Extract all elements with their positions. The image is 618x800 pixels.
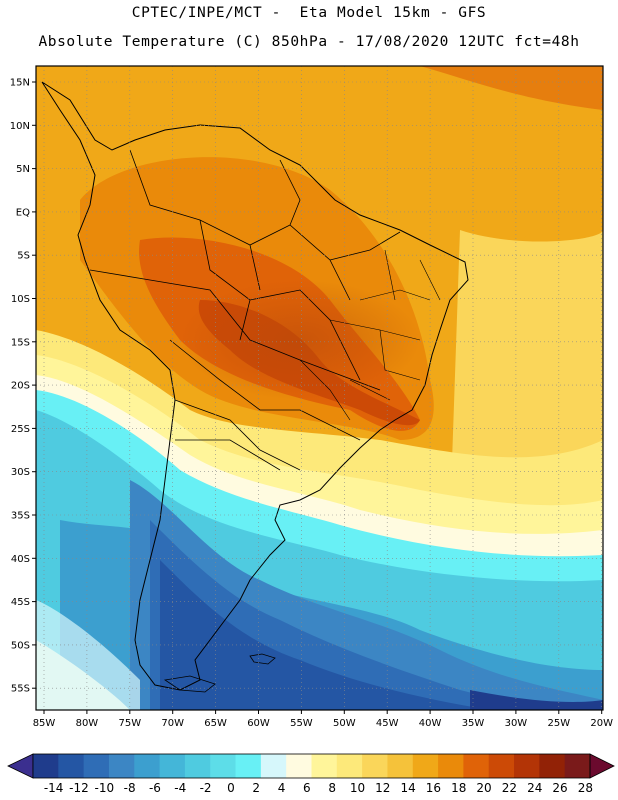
colorbar-tick-label: 0 xyxy=(227,781,235,795)
state-borders xyxy=(299,249,441,421)
colorbar-swatch xyxy=(438,754,464,778)
lon-tick-label: 30W xyxy=(505,718,528,729)
lat-tick-label: 15N xyxy=(10,78,30,89)
lon-tick-label: 50W xyxy=(333,718,356,729)
coastline xyxy=(41,81,469,691)
chart-title-line-1: CPTEC/INPE/MCT - Eta Model 15km - GFS xyxy=(131,5,487,21)
colorbar-tick-label: 16 xyxy=(426,781,441,795)
field-hot-core xyxy=(180,280,420,400)
field-band-22-caribbean xyxy=(36,66,603,110)
colorbar-tick-label: -2 xyxy=(200,781,212,795)
lat-tick-label: 35S xyxy=(11,511,30,522)
lon-tick-label: 85W xyxy=(33,718,56,729)
colorbar-swatch xyxy=(412,754,439,778)
field-band-minus10 xyxy=(160,560,490,710)
lon-tick-label: 35W xyxy=(462,718,485,729)
colorbar-frame xyxy=(32,753,591,779)
colorbar-tick-label: -14 xyxy=(44,781,64,795)
chart-title-line-2: Absolute Temperature (C) 850hPa - 17/08/… xyxy=(38,34,580,50)
colorbar-swatch xyxy=(514,754,540,778)
lon-tick-label: 25W xyxy=(547,718,570,729)
lon-tick-label: 60W xyxy=(247,718,270,729)
colorbar-swatch xyxy=(463,754,490,778)
lat-tick-label: 30S xyxy=(11,467,30,478)
colorbar-swatch xyxy=(184,754,211,778)
colorbar-tick-label: 2 xyxy=(252,781,260,795)
colorbar-swatch xyxy=(210,754,237,778)
colorbar-swatch xyxy=(488,754,515,778)
colorbar-tick-label: 18 xyxy=(451,781,466,795)
colorbar-tick-label: -6 xyxy=(149,781,161,795)
colorbar-swatch xyxy=(539,754,566,778)
longitude-labels: 85W 80W 75W 70W 65W 60W 55W 50W 45W 40W 35W 30W 25W 2… xyxy=(33,710,613,729)
tierra-del-fuego xyxy=(163,675,216,693)
temperature-map xyxy=(36,66,603,710)
colorbar: -14 -12 -10 -8 -6 -4 -2 0 2 4 6 8 10 12 14 16 18 20 22 24 26… xyxy=(7,753,615,795)
colorbar-under-arrow xyxy=(7,753,34,779)
colorbar-tick-label: 10 xyxy=(350,781,365,795)
lon-tick-label: 40W xyxy=(419,718,442,729)
lat-tick-label: 10N xyxy=(10,121,30,132)
lat-tick-label: 50S xyxy=(11,640,30,651)
colorbar-swatch xyxy=(387,754,414,778)
lat-tick-label: 40S xyxy=(11,554,30,565)
lat-tick-label: 5S xyxy=(17,251,30,262)
field-band-minus12 xyxy=(470,690,603,710)
latitude-labels: 15N 10N 5N EQ 5S 10S 15S 20S 25S 30S 35S 40S 45S 50S 5… xyxy=(10,78,36,695)
colorbar-tick-label: 28 xyxy=(578,781,593,795)
colorbar-swatch xyxy=(108,754,135,778)
lon-tick-label: 80W xyxy=(76,718,99,729)
field-band-4-pacific-south xyxy=(36,600,140,710)
colorbar-tick-label: 14 xyxy=(400,781,415,795)
falkland-islands xyxy=(249,653,276,665)
colorbar-tick-label: 8 xyxy=(328,781,336,795)
lat-tick-label: 5N xyxy=(16,164,30,175)
colorbar-tick-label: 26 xyxy=(552,781,567,795)
lon-tick-label: 75W xyxy=(118,718,141,729)
lat-tick-label: 25S xyxy=(11,424,30,435)
lon-tick-label: 70W xyxy=(161,718,184,729)
colorbar-swatch xyxy=(83,754,110,778)
colorbar-swatch xyxy=(336,754,363,778)
lat-tick-label: 55S xyxy=(11,684,30,695)
colorbar-tick-label: -12 xyxy=(69,781,89,795)
lat-tick-label: EQ xyxy=(16,207,30,218)
colorbar-tick-label: 12 xyxy=(375,781,390,795)
field-band-12-14-atlantic xyxy=(450,230,603,520)
lon-tick-label: 65W xyxy=(204,718,227,729)
colorbar-swatch xyxy=(362,754,388,778)
colorbar-tick-label: 6 xyxy=(303,781,311,795)
colorbar-tick-label: -8 xyxy=(124,781,136,795)
colorbar-swatch xyxy=(311,754,338,778)
colorbar-tick-label: 24 xyxy=(527,781,542,795)
lat-tick-label: 15S xyxy=(11,337,30,348)
map-gridlines xyxy=(36,66,603,710)
colorbar-swatch xyxy=(260,754,287,778)
colorbar-swatch xyxy=(159,754,186,778)
colorbar-tick-label: 20 xyxy=(476,781,491,795)
lon-tick-label: 45W xyxy=(376,718,399,729)
colorbar-tick-label: -10 xyxy=(94,781,114,795)
colorbar-tick-label: 4 xyxy=(278,781,286,795)
colorbar-swatch xyxy=(564,754,591,778)
colorbar-swatch xyxy=(286,754,312,778)
lon-tick-label: 55W xyxy=(290,718,313,729)
colorbar-tick-label: -4 xyxy=(174,781,186,795)
colorbar-tick-label: 22 xyxy=(502,781,517,795)
colorbar-swatch xyxy=(134,754,161,778)
map-frame xyxy=(35,65,604,711)
colorbar-swatch xyxy=(235,754,262,778)
colorbar-swatch xyxy=(58,754,85,778)
lat-tick-label: 45S xyxy=(11,597,30,608)
colorbar-swatch xyxy=(33,754,59,778)
lon-tick-label: 20W xyxy=(590,718,613,729)
colorbar-over-arrow xyxy=(589,753,615,779)
political-borders xyxy=(89,149,401,471)
lat-tick-label: 20S xyxy=(11,381,30,392)
lat-tick-label: 10S xyxy=(11,294,30,305)
